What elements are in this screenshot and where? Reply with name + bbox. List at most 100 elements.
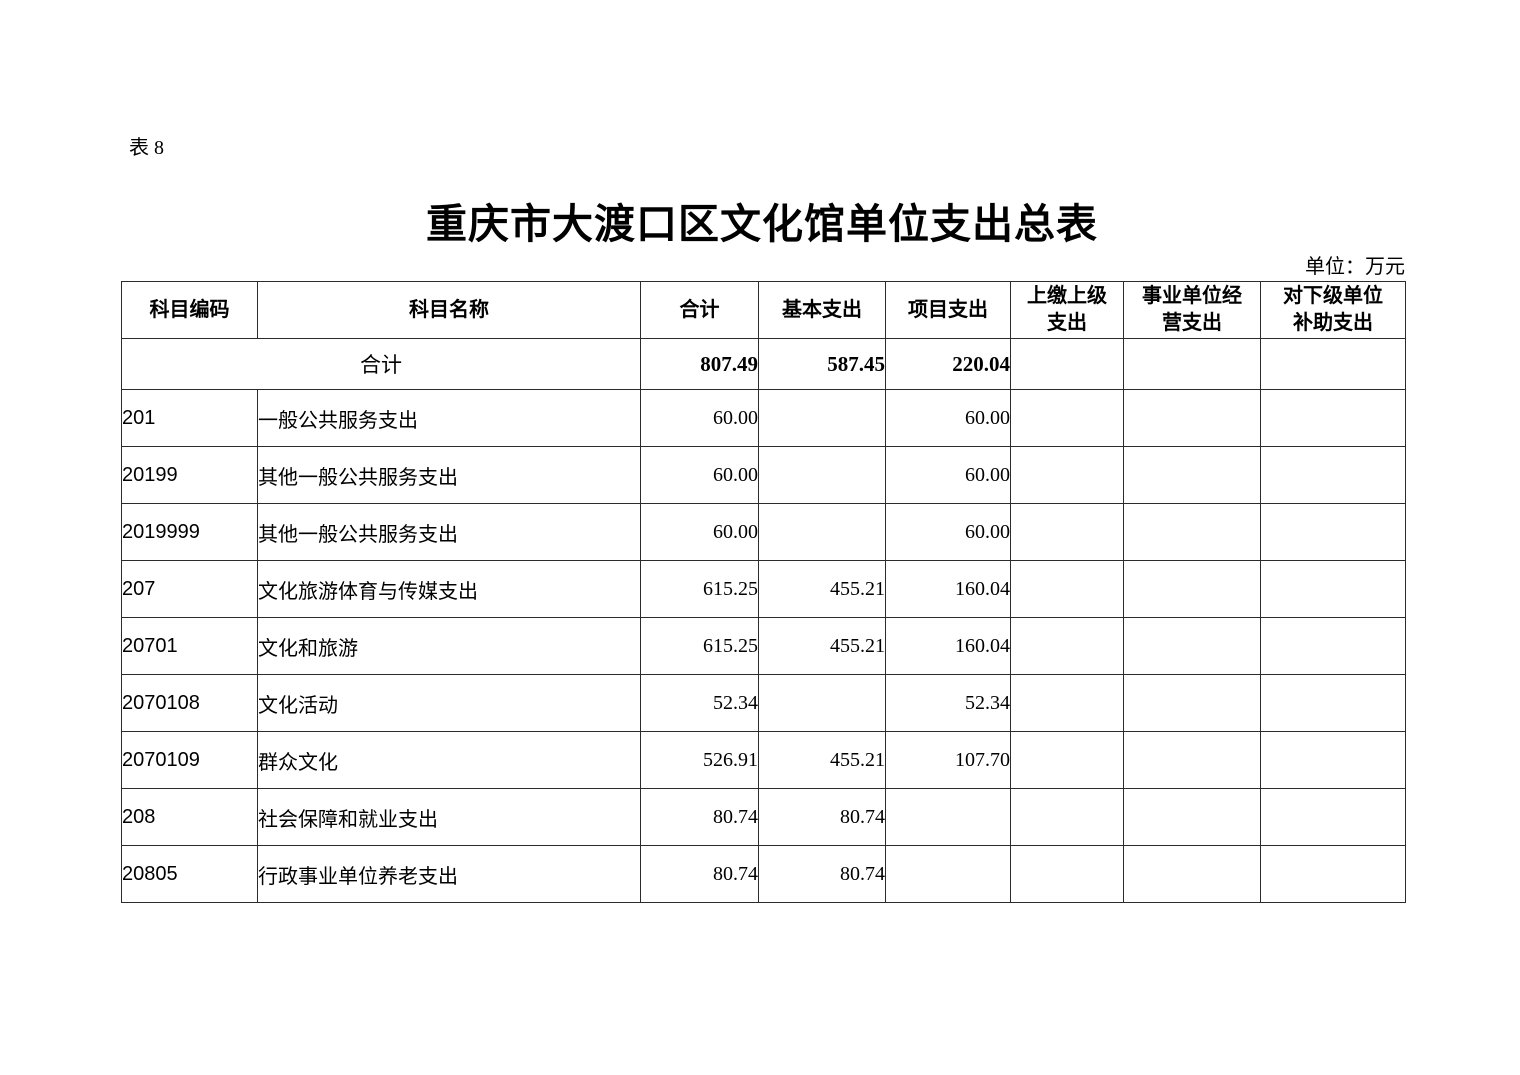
cell-total: 60.00 [640,503,759,561]
cell-basic: 80.74 [758,845,886,903]
cell-to-higher [1010,788,1124,846]
header-basic: 基本支出 [758,281,886,339]
cell-code: 201 [121,389,258,447]
cell-to-higher [1010,674,1124,732]
cell-code: 20701 [121,617,258,675]
cell-name: 社会保障和就业支出 [257,788,641,846]
cell-code: 208 [121,788,258,846]
cell-total: 80.74 [640,845,759,903]
cell-code: 20805 [121,845,258,903]
cell-code: 20199 [121,446,258,504]
cell-operating [1123,560,1261,618]
cell-to-lower [1260,389,1406,447]
cell-to-lower [1260,674,1406,732]
cell-operating [1123,731,1261,789]
cell-total: 807.49 [640,338,759,390]
cell-to-lower [1260,446,1406,504]
cell-basic: 455.21 [758,560,886,618]
header-subject-code: 科目编码 [121,281,258,339]
cell-to-higher [1010,617,1124,675]
header-project: 项目支出 [885,281,1011,339]
cell-basic: 80.74 [758,788,886,846]
cell-basic: 455.21 [758,617,886,675]
cell-project [885,845,1011,903]
cell-to-higher [1010,503,1124,561]
table-number-label: 表 8 [129,137,164,159]
cell-to-lower [1260,788,1406,846]
cell-basic [758,503,886,561]
cell-project: 60.00 [885,446,1011,504]
cell-operating [1123,389,1261,447]
cell-to-higher [1010,731,1124,789]
cell-project: 60.00 [885,503,1011,561]
cell-total: 52.34 [640,674,759,732]
cell-basic [758,674,886,732]
expenditure-table: 科目编码 科目名称 合计 基本支出 项目支出 上缴上级 支出 事业单位经 营支出… [121,281,1406,903]
header-to-higher: 上缴上级 支出 [1010,281,1124,339]
cell-project [885,788,1011,846]
cell-to-higher [1010,845,1124,903]
table-row: 201 一般公共服务支出 60.00 60.00 [121,389,1406,447]
cell-operating [1123,845,1261,903]
total-row: 合计 807.49 587.45 220.04 [121,338,1406,390]
table-row: 2070108 文化活动 52.34 52.34 [121,674,1406,732]
cell-operating [1123,503,1261,561]
table-row: 207 文化旅游体育与传媒支出 615.25 455.21 160.04 [121,560,1406,618]
cell-to-higher [1010,446,1124,504]
table-row: 2070109 群众文化 526.91 455.21 107.70 [121,731,1406,789]
cell-name: 其他一般公共服务支出 [257,503,641,561]
cell-project: 60.00 [885,389,1011,447]
cell-basic: 455.21 [758,731,886,789]
table-row: 20199 其他一般公共服务支出 60.00 60.00 [121,446,1406,504]
cell-name: 文化旅游体育与传媒支出 [257,560,641,618]
header-subject-name: 科目名称 [257,281,641,339]
cell-name: 行政事业单位养老支出 [257,845,641,903]
cell-name: 其他一般公共服务支出 [257,446,641,504]
table-row: 2019999 其他一般公共服务支出 60.00 60.00 [121,503,1406,561]
cell-total: 615.25 [640,617,759,675]
page-title: 重庆市大渡口区文化馆单位支出总表 [426,201,1098,247]
unit-note: 单位：万元 [1305,256,1405,278]
cell-to-higher [1010,389,1124,447]
cell-project: 107.70 [885,731,1011,789]
table-row: 20701 文化和旅游 615.25 455.21 160.04 [121,617,1406,675]
cell-name: 群众文化 [257,731,641,789]
cell-to-lower [1260,731,1406,789]
cell-to-higher [1010,338,1124,390]
cell-operating [1123,446,1261,504]
cell-to-lower [1260,617,1406,675]
cell-to-lower [1260,560,1406,618]
cell-total: 60.00 [640,389,759,447]
cell-code: 2019999 [121,503,258,561]
cell-name: 文化活动 [257,674,641,732]
cell-total: 615.25 [640,560,759,618]
cell-project: 52.34 [885,674,1011,732]
header-operating: 事业单位经 营支出 [1123,281,1261,339]
cell-basic [758,389,886,447]
table-body: 合计 807.49 587.45 220.04 201 一般公共服务支出 60.00… [121,338,1406,903]
cell-code: 2070109 [121,731,258,789]
cell-project: 160.04 [885,560,1011,618]
cell-name: 文化和旅游 [257,617,641,675]
cell-total: 526.91 [640,731,759,789]
cell-project: 160.04 [885,617,1011,675]
header-row: 科目编码 科目名称 合计 基本支出 项目支出 上缴上级 支出 事业单位经 营支出… [121,281,1406,339]
cell-total: 60.00 [640,446,759,504]
cell-operating [1123,338,1261,390]
table-row: 20805 行政事业单位养老支出 80.74 80.74 [121,845,1406,903]
cell-code: 207 [121,560,258,618]
header-to-lower: 对下级单位 补助支出 [1260,281,1406,339]
cell-to-lower [1260,338,1406,390]
cell-to-lower [1260,845,1406,903]
cell-code: 2070108 [121,674,258,732]
table-row: 208 社会保障和就业支出 80.74 80.74 [121,788,1406,846]
cell-to-higher [1010,560,1124,618]
cell-name: 一般公共服务支出 [257,389,641,447]
cell-basic [758,446,886,504]
cell-operating [1123,617,1261,675]
cell-total: 80.74 [640,788,759,846]
header-total: 合计 [640,281,759,339]
cell-total-label: 合计 [121,338,641,390]
cell-project: 220.04 [885,338,1011,390]
